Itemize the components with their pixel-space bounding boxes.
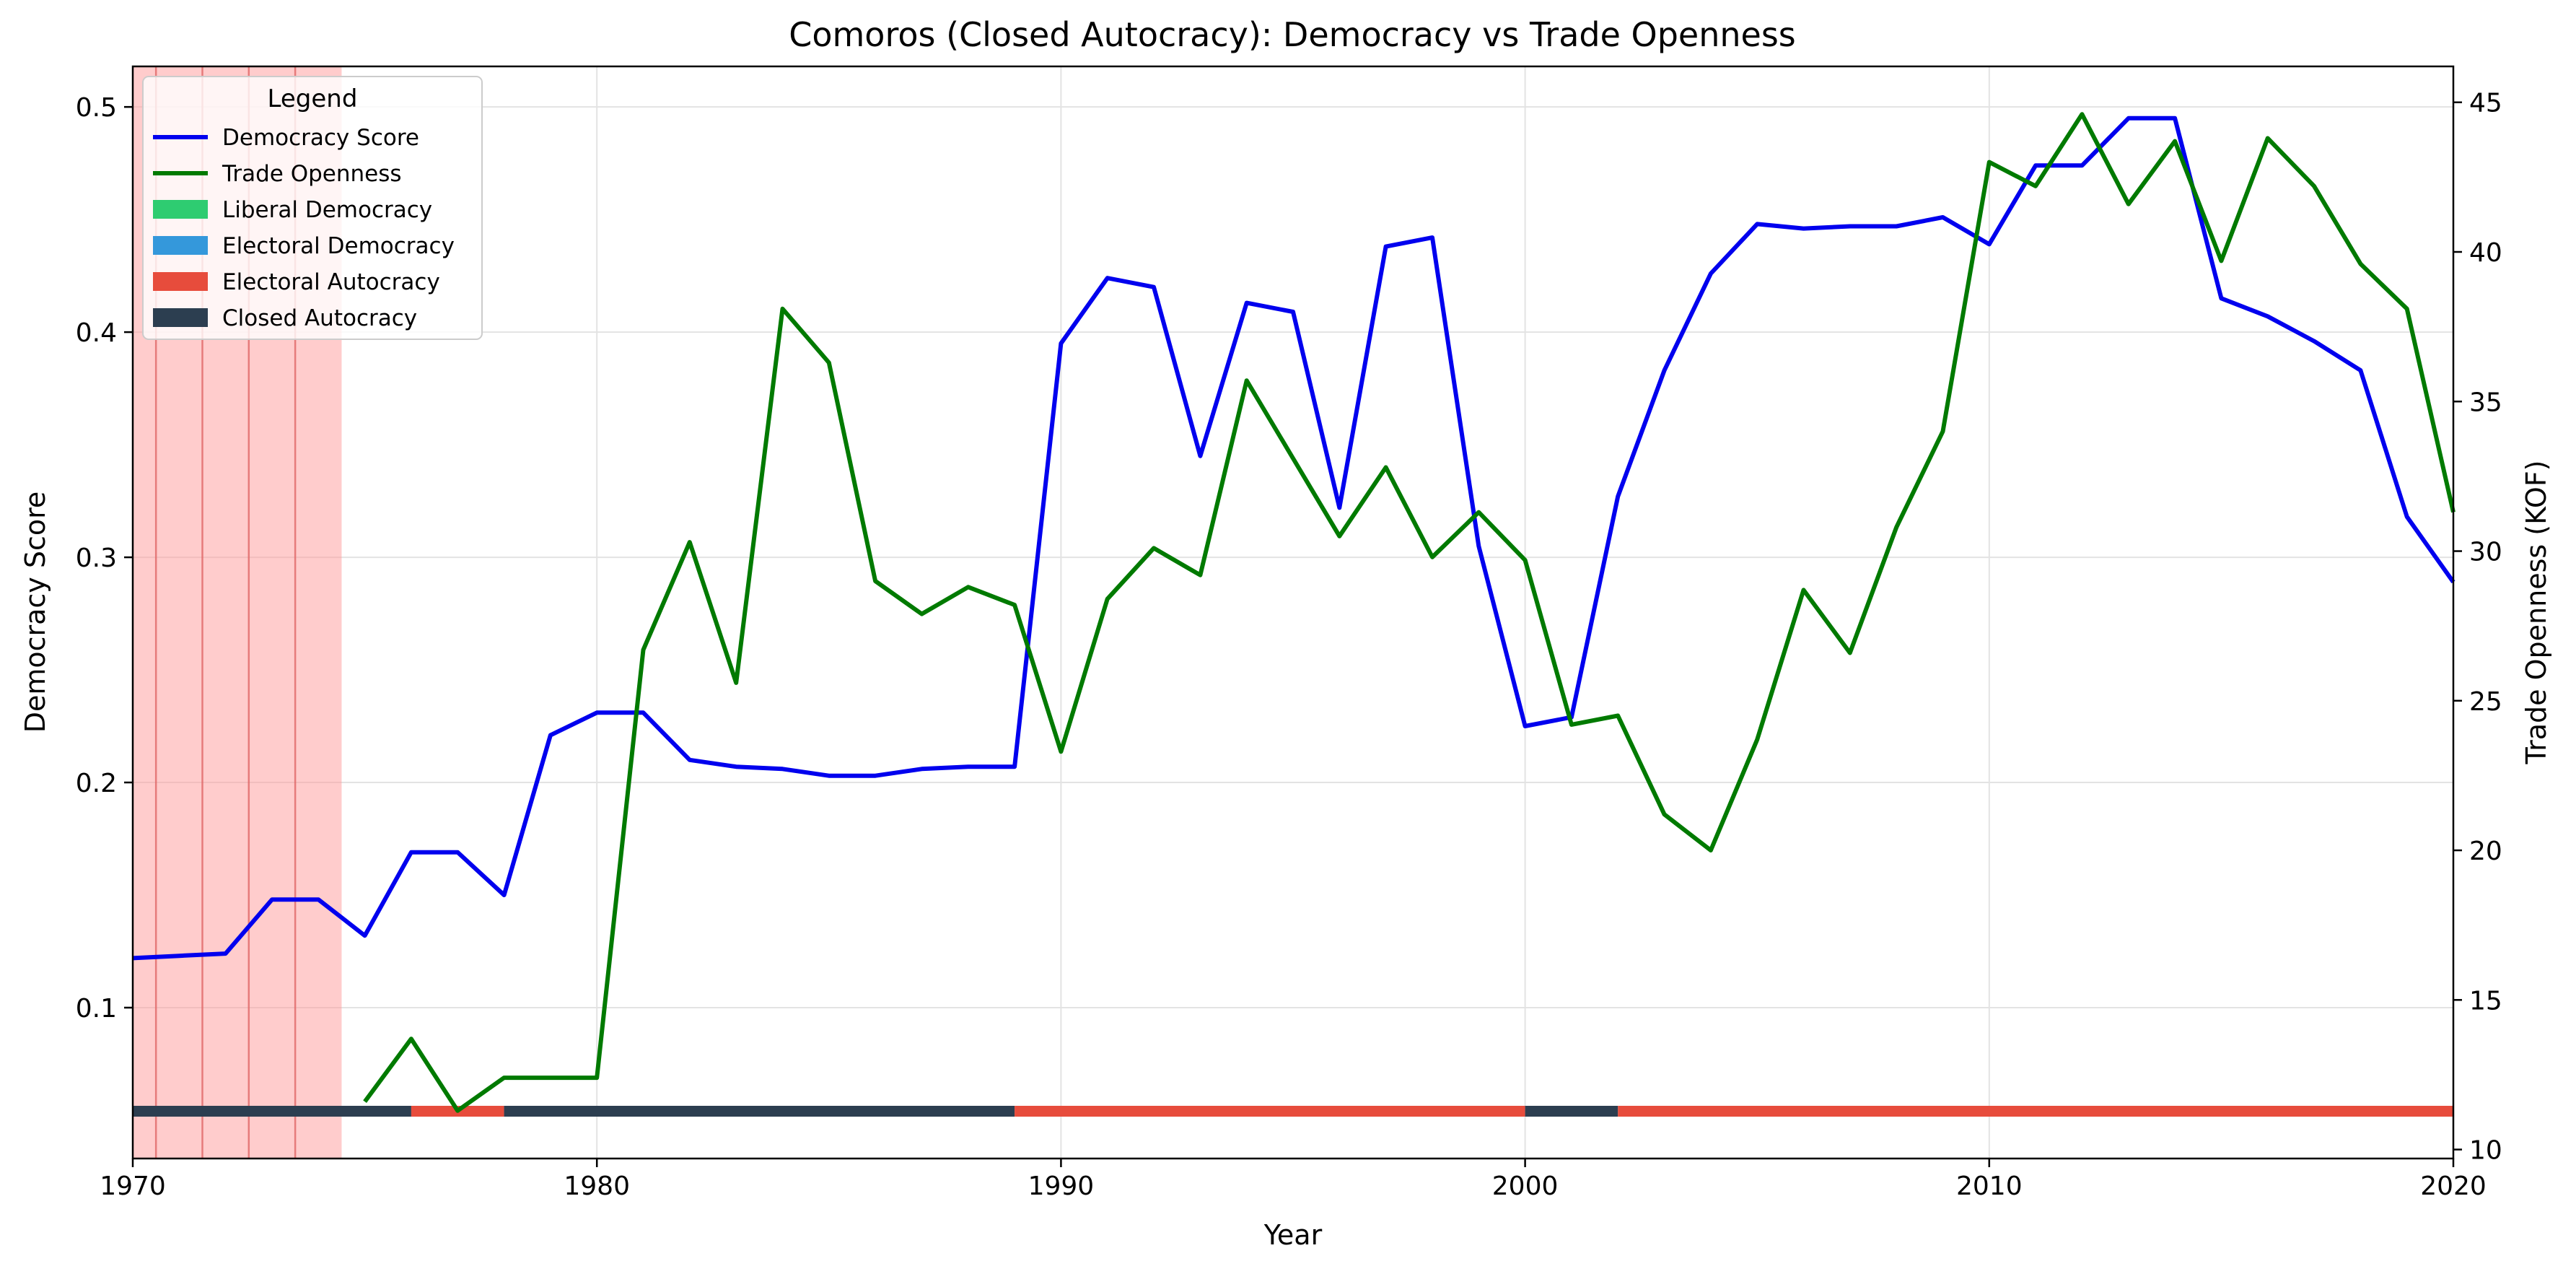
- legend-label: Trade Openness: [222, 161, 402, 187]
- legend-swatch-patch: [153, 236, 208, 255]
- x-tick-label: 1990: [1028, 1172, 1095, 1201]
- x-tick-label: 1980: [564, 1172, 630, 1201]
- y-left-tick-label: 0.4: [76, 318, 117, 348]
- legend-swatch-patch: [153, 272, 208, 291]
- democracy-score-line: [132, 115, 2455, 961]
- y-right-tick-label: 20: [2469, 837, 2502, 866]
- y-right-tick-label: 25: [2469, 687, 2502, 717]
- legend-title: Legend: [268, 84, 358, 113]
- y-left-tick-label: 0.1: [76, 994, 117, 1024]
- x-axis-label: Year: [1263, 1219, 1323, 1251]
- legend-swatch-patch: [153, 200, 208, 219]
- legend-label: Electoral Autocracy: [222, 269, 440, 295]
- y-left-tick-label: 0.2: [76, 769, 117, 798]
- legend-label: Closed Autocracy: [222, 305, 417, 331]
- x-tick-label: 2020: [2420, 1172, 2487, 1201]
- legend-swatch-patch: [153, 308, 208, 327]
- axis-ticks: 1970 1980 1990 2000 2010 20200.10.20.30.40.51…: [76, 89, 2502, 1201]
- x-tick-label: 2000: [1492, 1172, 1559, 1201]
- y-right-tick-label: 30: [2469, 538, 2502, 567]
- y-right-tick-label: 10: [2469, 1136, 2502, 1166]
- x-tick-label: 1970: [100, 1172, 166, 1201]
- trade-openness-line: [363, 112, 2455, 1113]
- y-axis-label-right: Trade Openness (KOF): [2520, 460, 2552, 764]
- y-right-tick-label: 40: [2469, 238, 2502, 268]
- y-axis-label-left: Democracy Score: [19, 492, 51, 733]
- y-right-tick-label: 35: [2469, 388, 2502, 417]
- legend-box: [142, 76, 483, 340]
- chart-title: Comoros (Closed Autocracy): Democracy vs…: [789, 15, 1796, 54]
- legend: Legend Democracy Score Trade Openness Libe…: [142, 76, 483, 340]
- y-right-tick-label: 15: [2469, 986, 2502, 1016]
- y-right-tick-label: 45: [2469, 89, 2502, 118]
- y-left-tick-label: 0.3: [76, 544, 117, 573]
- x-tick-label: 2010: [1956, 1172, 2023, 1201]
- data-series: [132, 112, 2455, 1113]
- grid-lines: [132, 66, 2454, 1159]
- legend-label: Liberal Democracy: [222, 197, 432, 223]
- y-left-tick-label: 0.5: [76, 93, 117, 123]
- plot-frame: [131, 65, 2455, 1160]
- legend-label: Electoral Democracy: [222, 233, 455, 259]
- legend-label: Democracy Score: [222, 125, 419, 151]
